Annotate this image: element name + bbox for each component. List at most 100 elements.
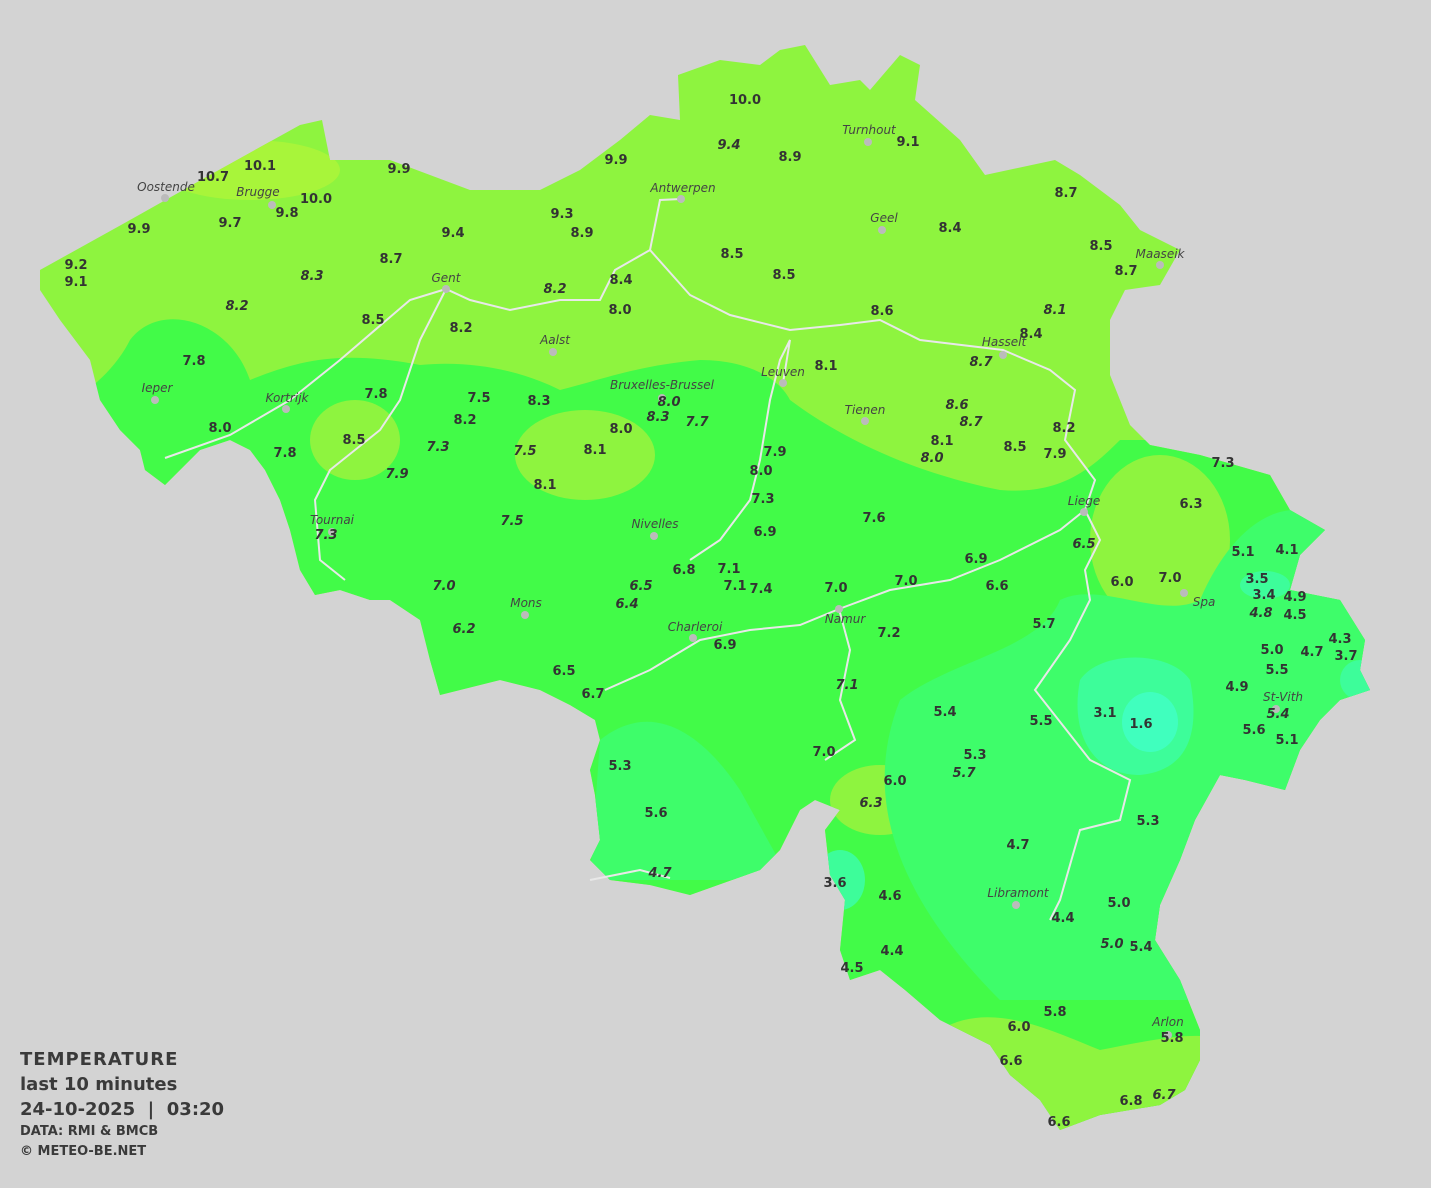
station-temperature: 8.4 bbox=[609, 273, 632, 288]
station-temperature: 4.3 bbox=[1328, 632, 1351, 647]
city-marker bbox=[861, 417, 869, 425]
station-temperature: 7.8 bbox=[182, 354, 205, 369]
station-temperature: 7.2 bbox=[877, 626, 900, 641]
station-temperature: 7.1 bbox=[835, 678, 858, 693]
city-marker bbox=[677, 195, 685, 203]
map-title: TEMPERATURE bbox=[20, 1049, 179, 1070]
station-temperature: 5.4 bbox=[1266, 707, 1289, 722]
station-temperature: 8.0 bbox=[608, 303, 631, 318]
city-label: Turnhout bbox=[842, 123, 897, 137]
city-label: Tournai bbox=[310, 513, 355, 527]
station-temperature: 6.0 bbox=[1007, 1020, 1030, 1035]
city-label: Leuven bbox=[761, 365, 805, 379]
station-temperature: 4.7 bbox=[647, 866, 672, 881]
station-temperature: 8.5 bbox=[1003, 440, 1026, 455]
station-temperature: 8.5 bbox=[1089, 239, 1112, 254]
station-temperature: 9.9 bbox=[387, 162, 410, 177]
station-temperature: 4.6 bbox=[878, 889, 901, 904]
city-label: Spa bbox=[1193, 595, 1216, 609]
city-marker bbox=[161, 194, 169, 202]
station-temperature: 5.3 bbox=[608, 759, 631, 774]
city-label: Mons bbox=[510, 596, 542, 610]
station-temperature: 6.9 bbox=[713, 638, 736, 653]
station-temperature: 4.7 bbox=[1006, 838, 1029, 853]
station-temperature: 5.5 bbox=[1265, 663, 1288, 678]
zone-8-10-patch bbox=[1090, 455, 1230, 625]
station-temperature: 8.0 bbox=[920, 451, 943, 466]
station-temperature: 8.2 bbox=[543, 282, 566, 297]
station-temperature: 4.9 bbox=[1283, 590, 1306, 605]
city-label: Namur bbox=[825, 612, 867, 626]
station-temperature: 6.2 bbox=[452, 622, 475, 637]
station-temperature: 5.3 bbox=[1136, 814, 1159, 829]
station-temperature: 5.1 bbox=[1275, 733, 1298, 748]
station-temperature: 8.0 bbox=[609, 422, 632, 437]
station-temperature: 5.1 bbox=[1231, 545, 1254, 560]
city-label: Maaseik bbox=[1136, 247, 1186, 261]
station-temperature: 8.9 bbox=[570, 226, 593, 241]
city-label: Brugge bbox=[236, 185, 279, 199]
city-marker bbox=[999, 351, 1007, 359]
city-label: Arlon bbox=[1151, 1015, 1183, 1029]
station-temperature: 1.6 bbox=[1129, 717, 1152, 732]
station-temperature: 7.3 bbox=[1211, 456, 1234, 471]
station-temperature: 6.6 bbox=[985, 579, 1008, 594]
station-temperature: 6.4 bbox=[615, 597, 638, 612]
station-temperature: 8.7 bbox=[959, 415, 983, 430]
city-label: Aalst bbox=[539, 333, 571, 347]
station-temperature: 6.7 bbox=[581, 687, 604, 702]
city-label: Antwerpen bbox=[649, 181, 715, 195]
city-marker bbox=[650, 532, 658, 540]
station-temperature: 9.4 bbox=[717, 138, 740, 153]
station-temperature: 7.5 bbox=[500, 514, 523, 529]
city-marker bbox=[1164, 1031, 1172, 1039]
data-source: DATA: RMI & BMCB bbox=[20, 1124, 159, 1139]
station-temperature: 7.9 bbox=[385, 467, 408, 482]
city-label: Gent bbox=[432, 271, 462, 285]
station-temperature: 7.9 bbox=[1043, 447, 1066, 462]
station-temperature: 8.7 bbox=[1054, 186, 1077, 201]
station-temperature: 6.9 bbox=[964, 552, 987, 567]
station-temperature: 7.0 bbox=[894, 574, 917, 589]
station-temperature: 8.4 bbox=[1019, 327, 1042, 342]
city-label: Tienen bbox=[845, 403, 886, 417]
city-marker bbox=[549, 348, 557, 356]
station-temperature: 8.1 bbox=[533, 478, 556, 493]
city-labels: Oostende Brugge Antwerpen Turnhout Geel Maase… bbox=[137, 123, 1303, 1039]
station-temperature: 4.9 bbox=[1225, 680, 1248, 695]
city-label: Charleroi bbox=[668, 620, 723, 634]
station-temperature: 3.5 bbox=[1245, 572, 1268, 587]
station-temperature: 5.8 bbox=[1160, 1031, 1183, 1046]
city-label: Liege bbox=[1068, 494, 1100, 508]
city-marker bbox=[1156, 261, 1164, 269]
zone-4-6 bbox=[590, 721, 790, 880]
station-temperature: 7.1 bbox=[717, 562, 740, 577]
station-temperature: 8.5 bbox=[342, 433, 365, 448]
station-temperature: 7.0 bbox=[824, 581, 847, 596]
station-temperature: 4.1 bbox=[1275, 543, 1298, 558]
zone-2-4 bbox=[1240, 571, 1290, 599]
city-marker bbox=[328, 528, 336, 536]
station-temperature: 6.3 bbox=[859, 796, 882, 811]
station-temperature: 5.4 bbox=[933, 705, 956, 720]
city-marker bbox=[779, 379, 787, 387]
station-values: 10.09.48.99.110.110.79.99.910.09.89.9 9.7… bbox=[64, 93, 1357, 1130]
station-temperature: 7.9 bbox=[763, 445, 786, 460]
station-temperature: 6.5 bbox=[1072, 537, 1095, 552]
station-temperature: 8.4 bbox=[938, 221, 961, 236]
station-temperature: 4.4 bbox=[1051, 911, 1074, 926]
city-marker bbox=[442, 285, 450, 293]
city-label: Ieper bbox=[142, 381, 174, 395]
station-temperature: 6.0 bbox=[1110, 575, 1133, 590]
station-temperature: 5.3 bbox=[963, 748, 986, 763]
station-temperature: 8.2 bbox=[449, 321, 472, 336]
station-temperature: 7.3 bbox=[426, 440, 449, 455]
zone-8-10-patch bbox=[310, 400, 400, 480]
city-label: Kortrijk bbox=[266, 391, 310, 405]
station-temperature: 8.2 bbox=[453, 413, 476, 428]
station-temperature: 6.6 bbox=[1047, 1115, 1070, 1130]
station-temperature: 6.5 bbox=[552, 664, 575, 679]
station-temperature: 7.5 bbox=[513, 444, 536, 459]
